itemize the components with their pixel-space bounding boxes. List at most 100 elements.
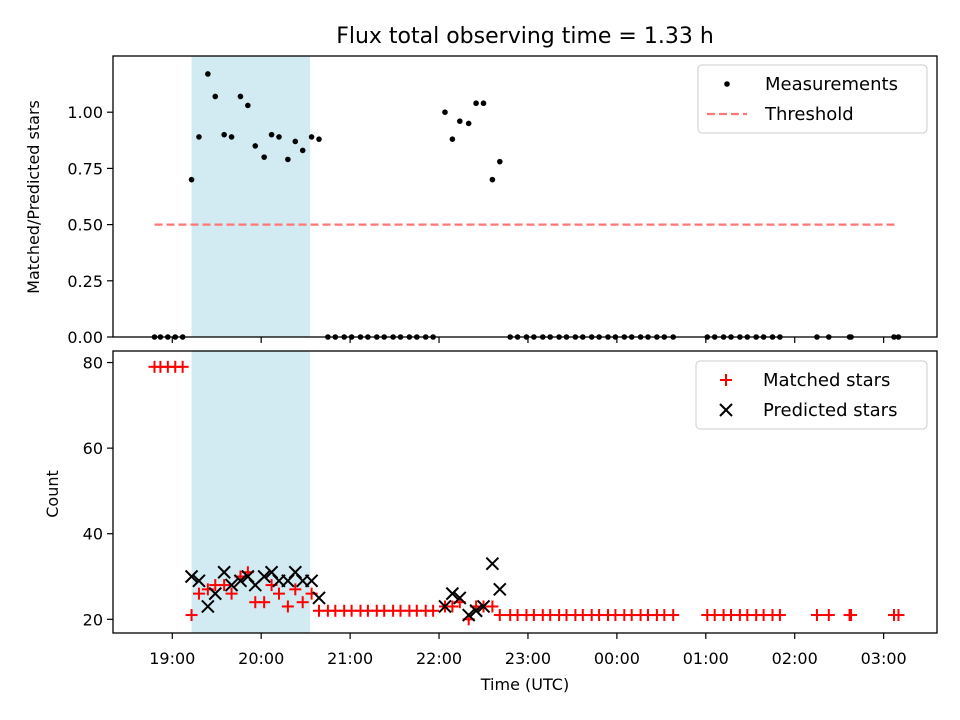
x-tick-label: 03:00 <box>861 649 907 668</box>
top-y-ticks: 0.00 0.25 0.50 0.75 1.00 <box>67 103 113 347</box>
legend-threshold-label: Threshold <box>764 104 854 125</box>
matched-star-point <box>258 596 271 609</box>
x-tick-label: 23:00 <box>505 649 551 668</box>
predicted-star-stroke <box>257 569 271 584</box>
predicted-star-point <box>493 582 507 597</box>
measurement-point <box>228 134 235 140</box>
predicted-star-point <box>461 608 476 622</box>
bottom-y-tick-label: 60 <box>83 439 103 458</box>
predicted-star-point <box>312 591 326 605</box>
predicted-star-stroke <box>217 565 231 579</box>
predicted-star-point <box>257 569 271 584</box>
predicted-star-stroke <box>233 574 248 588</box>
predicted-star-stroke <box>241 569 255 584</box>
measurement-point <box>268 131 275 138</box>
measurement-point <box>285 156 291 163</box>
matched-star-point <box>281 600 294 613</box>
predicted-star-stroke <box>192 574 206 588</box>
predicted-star-point <box>233 574 248 588</box>
top-y-axis-label: Matched/Predicted stars <box>24 100 43 294</box>
predicted-star-stroke <box>485 556 500 571</box>
top-y-tick-label: 0.00 <box>67 328 103 347</box>
measurement-point <box>449 136 456 142</box>
matched-star-point <box>289 583 302 596</box>
top-y-tick-label: 0.50 <box>67 216 103 235</box>
predicted-star-point <box>184 569 199 584</box>
matched-star-point <box>296 596 309 609</box>
predicted-star-stroke <box>461 608 476 622</box>
predicted-star-stroke <box>453 591 467 605</box>
predicted-star-point <box>304 574 319 588</box>
predicted-star-stroke <box>312 591 326 605</box>
matched-star-point <box>486 600 499 613</box>
matched-star-point <box>272 587 285 600</box>
x-tick-label: 02:00 <box>772 649 818 668</box>
predicted-star-point <box>438 599 452 614</box>
predicted-star-point <box>445 586 460 601</box>
top-y-tick-label: 1.00 <box>67 103 103 122</box>
measurement-point <box>196 134 202 140</box>
predicted-star-point <box>453 591 467 605</box>
top-axes-frame <box>112 55 938 338</box>
predicted-star-point <box>469 604 483 618</box>
bottom-legend-box <box>695 360 928 430</box>
bottom-predicted-stars <box>184 556 507 622</box>
predicted-star-stroke <box>493 582 507 597</box>
matched-star-point <box>446 600 459 613</box>
measurement-point <box>261 154 267 160</box>
measurement-point <box>299 147 306 154</box>
predicted-star-stroke <box>264 565 279 579</box>
predicted-star-point <box>485 556 500 571</box>
top-y-tick-label: 0.75 <box>67 159 103 178</box>
legend-predicted-marker <box>719 403 733 417</box>
matched-star-point <box>176 360 189 373</box>
legend-matched-label: Matched stars <box>763 370 890 391</box>
bottom-y-ticks: 20 40 60 80 <box>83 354 113 629</box>
legend-predicted-label: Predicted stars <box>763 400 897 421</box>
matched-star-point <box>218 579 231 592</box>
measurement-point <box>489 176 496 183</box>
x-tick-label: 22:00 <box>416 649 462 668</box>
predicted-star-stroke <box>476 599 491 614</box>
top-y-tick-label: 0.25 <box>67 272 103 291</box>
predicted-star-point <box>208 586 222 601</box>
top-highlight-span <box>191 56 311 337</box>
bottom-panel: 20 40 60 80 19:00 20:00 21:00 22:00 23:00 00:00 0… <box>43 350 938 694</box>
predicted-star-point <box>192 574 206 588</box>
bottom-matched-stars <box>148 360 905 626</box>
matched-star-point <box>667 609 680 622</box>
measurement-point <box>245 102 251 109</box>
x-tick-label: 01:00 <box>683 649 729 668</box>
matched-star-point <box>185 609 198 622</box>
measurement-point <box>237 93 244 100</box>
legend-matched-marker <box>720 374 732 386</box>
measurement-point <box>292 138 299 145</box>
top-legend-box <box>697 64 928 134</box>
measurement-point <box>276 134 282 140</box>
matched-star-point <box>773 609 786 622</box>
predicted-star-stroke <box>224 578 239 592</box>
measurement-point <box>316 136 322 142</box>
legend-measurements-label: Measurements <box>765 74 898 95</box>
measurement-point <box>497 158 503 165</box>
measurement-point <box>473 100 479 107</box>
matched-star-point <box>427 604 440 617</box>
measurement-point <box>205 71 211 77</box>
measurement-point <box>212 93 219 100</box>
predicted-star-point <box>224 578 239 592</box>
top-legend: Measurements Threshold <box>697 64 928 134</box>
predicted-star-point <box>476 599 491 614</box>
top-panel: 0.00 0.25 0.50 0.75 1.00 Matched/Predicted s… <box>24 55 938 347</box>
bottom-x-ticks: 19:00 20:00 21:00 22:00 23:00 00:00 01:00 02:00… <box>149 633 907 668</box>
bottom-y-tick-label: 40 <box>83 525 103 544</box>
predicted-star-stroke <box>208 586 222 601</box>
predicted-star-stroke <box>304 574 319 588</box>
measurement-point <box>188 176 195 183</box>
predicted-star-stroke <box>438 599 452 614</box>
measurement-point <box>480 100 487 107</box>
predicted-star-stroke <box>184 569 199 584</box>
chart-title: Flux total observing time = 1.33 h <box>336 24 714 49</box>
predicted-star-stroke <box>469 604 483 618</box>
matched-star-point <box>225 587 238 600</box>
